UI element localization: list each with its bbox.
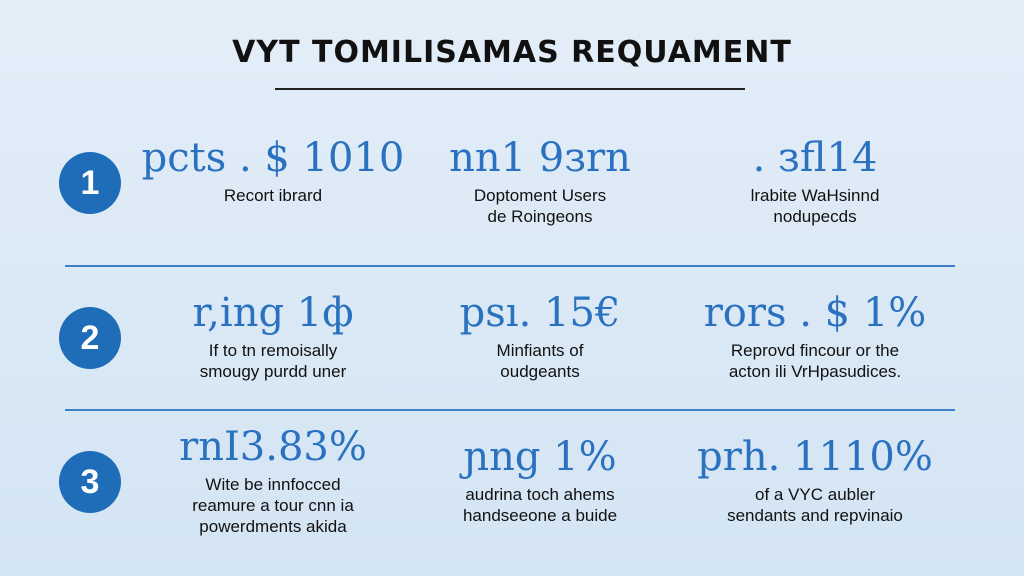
- stat-description: oudgeants: [500, 362, 579, 381]
- stat-description: nodupecds: [773, 207, 856, 226]
- step-circle: [59, 451, 121, 513]
- stat-value: pcts . $ 1010: [142, 135, 405, 181]
- stat-description: handseeone a buide: [463, 506, 617, 525]
- stat-value: r,ing 1ф: [192, 290, 353, 336]
- stat-description: of a VYC aubler: [755, 485, 875, 504]
- stat-description: If to tn remoisally: [209, 341, 338, 360]
- stat-description: Wite be innfocced: [205, 475, 340, 494]
- title: VYT TOMILISAMAS REQUAMENT: [232, 35, 792, 70]
- step-number: 3: [81, 463, 100, 501]
- stat-description: reamure a tour cnn ia: [192, 496, 354, 515]
- stat-value: prh. 1110%: [697, 434, 933, 480]
- stat-value: nn1 9зrn: [449, 135, 631, 181]
- step-number: 2: [81, 319, 100, 357]
- stat-value: ɲng 1%: [459, 434, 616, 480]
- stat-description: de Roingeons: [488, 207, 593, 226]
- stat-value: . зfl14: [753, 135, 878, 181]
- stat-description: Doptoment Users: [474, 186, 606, 205]
- step-number: 1: [81, 164, 100, 202]
- rows: 1 pcts . $ 1010 Recort ibrard nn1 9зrn Dopto…: [59, 135, 933, 536]
- stat-description: audrina toch ahems: [465, 485, 614, 504]
- stat-description: Minfiants of: [497, 341, 584, 360]
- stat-value: psı. 15€: [460, 290, 621, 336]
- stat-description: acton ili VrHpasudices.: [729, 362, 901, 381]
- step-circle: [59, 152, 121, 214]
- stat-description: lrabite WaHsinnd: [751, 186, 880, 205]
- stat-value: rors . $ 1%: [704, 290, 927, 336]
- stat-description: powerdments akida: [199, 517, 347, 536]
- stat-description: smougy purdd uner: [200, 362, 347, 381]
- stat-description: sendants and repvinaio: [727, 506, 903, 525]
- stat-value: rnI3.83%: [179, 424, 367, 470]
- step-circle: [59, 307, 121, 369]
- stat-description: Reprovd fincour or the: [731, 341, 899, 360]
- stat-description: Recort ibrard: [224, 186, 322, 205]
